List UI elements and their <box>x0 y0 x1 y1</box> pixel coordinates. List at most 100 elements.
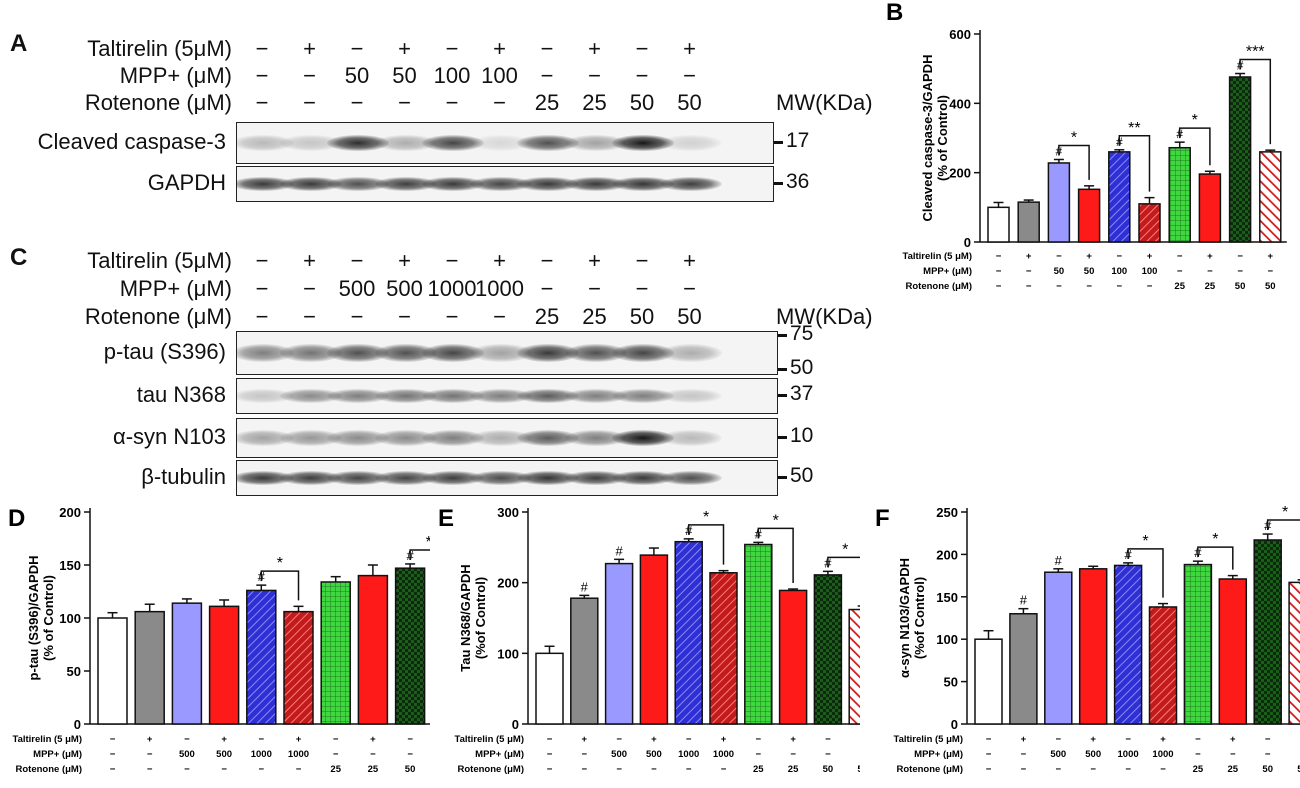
significance-hash: # <box>581 579 589 594</box>
condition-value: − <box>996 251 1002 262</box>
condition-value: − <box>1207 266 1213 277</box>
panel-letter: F <box>875 505 890 532</box>
condition-value: + <box>303 248 316 273</box>
panel-c-letter: C <box>10 244 28 271</box>
condition-value: + <box>651 734 657 745</box>
blot-band <box>659 176 722 192</box>
blot-strip <box>236 331 778 375</box>
condition-value: − <box>547 734 553 745</box>
condition-value: − <box>259 734 265 745</box>
mw-marker-label: 37 <box>790 382 814 405</box>
y-tick-label: 200 <box>936 547 958 562</box>
panel-letter: B <box>886 0 903 26</box>
blot-band <box>327 388 389 404</box>
blot-band <box>612 344 674 362</box>
condition-value: − <box>370 749 376 760</box>
condition-value: + <box>582 734 588 745</box>
condition-value: − <box>683 276 696 301</box>
condition-label: MPP+ (μM) <box>475 749 524 760</box>
condition-value: + <box>790 734 796 745</box>
blot-strip <box>236 166 774 202</box>
blot-band <box>374 388 437 404</box>
blot-strip <box>236 418 778 458</box>
panel-b-bar-chart: B 0 200 400 600 Cleaved caspase-3/GAPDH(% of … <box>886 0 1287 292</box>
mw-marker-label: 10 <box>790 424 814 447</box>
condition-value: 1000 <box>678 749 699 760</box>
condition-label: Taltirelin (5 μM) <box>12 734 82 745</box>
y-tick-label: 0 <box>964 235 971 250</box>
y-tick-label: 0 <box>74 717 81 732</box>
condition-label: Taltirelin (5μM) <box>87 36 232 61</box>
condition-value: 1000 <box>1152 749 1173 760</box>
bar <box>1168 146 1191 243</box>
panel-d-bar-chart: D 0 50 100 150 200 p-tau (S396)/GAPDH(% of Con… <box>8 505 430 775</box>
mw-marker-label: 75 <box>790 322 814 345</box>
blot-band <box>469 134 532 152</box>
significance-star: * <box>773 512 779 529</box>
bar <box>320 581 351 725</box>
condition-value: − <box>350 90 364 115</box>
y-tick-label: 50 <box>944 675 958 690</box>
y-tick-label: 200 <box>949 166 971 181</box>
condition-value: 25 <box>534 90 560 115</box>
condition-label: MPP+ (μM) <box>119 63 232 88</box>
blot-row-label: GAPDH <box>147 170 226 195</box>
condition-value: 25 <box>753 764 764 775</box>
condition-value: − <box>635 36 649 61</box>
significance-bracket <box>1178 127 1211 166</box>
blot-band <box>659 344 722 362</box>
condition-value: − <box>686 764 692 775</box>
condition-value: + <box>1268 251 1274 262</box>
condition-value: − <box>1147 281 1153 292</box>
blot-band <box>422 344 484 362</box>
condition-value: 50 <box>677 90 702 115</box>
y-tick-label: 300 <box>497 505 519 520</box>
bar <box>709 572 738 725</box>
blot-band <box>279 388 342 404</box>
blot-strip <box>236 378 778 414</box>
bar <box>246 589 277 725</box>
condition-label: Taltirelin (5 μM) <box>902 251 972 262</box>
condition-value: + <box>1026 251 1032 262</box>
condition-label: Taltirelin (5 μM) <box>893 734 963 745</box>
blot-band <box>564 176 627 192</box>
blot-band <box>279 344 342 362</box>
blot-band <box>374 470 437 486</box>
bar <box>1183 563 1213 725</box>
significance-hash: # <box>1020 593 1028 608</box>
condition-value: − <box>1265 734 1271 745</box>
blot-band <box>659 470 722 486</box>
condition-value: 25 <box>368 764 379 775</box>
condition-value: 100 <box>433 63 471 88</box>
bar <box>674 540 703 725</box>
condition-value: − <box>493 90 506 115</box>
condition-value: 500 <box>216 749 232 760</box>
blot-band <box>659 134 722 152</box>
significance-bracket <box>260 570 300 601</box>
condition-value: 50 <box>823 764 834 775</box>
bar <box>1078 568 1108 725</box>
condition-value: − <box>588 276 601 301</box>
bar <box>639 554 669 725</box>
bar <box>1047 162 1071 243</box>
condition-value: − <box>588 63 601 88</box>
y-axis-label: Tau N368/GAPDH(%of Control) <box>458 564 488 671</box>
y-tick-label: 150 <box>936 590 958 605</box>
blot-band <box>374 344 437 362</box>
condition-value: 25 <box>1174 281 1185 292</box>
condition-value: − <box>635 248 649 273</box>
condition-value: − <box>221 764 227 775</box>
bar <box>1148 606 1178 725</box>
condition-value: − <box>303 63 316 88</box>
y-tick-label: 0 <box>951 717 958 732</box>
condition-value: + <box>683 36 696 61</box>
condition-value: − <box>147 749 153 760</box>
condition-value: 25 <box>788 764 799 775</box>
blot-band <box>422 134 484 152</box>
significance-star: * <box>1142 533 1148 550</box>
y-tick-label: 200 <box>59 505 81 520</box>
blot-band <box>517 134 579 152</box>
blot-band <box>469 430 532 446</box>
bar <box>1113 564 1143 725</box>
condition-value: − <box>407 734 413 745</box>
